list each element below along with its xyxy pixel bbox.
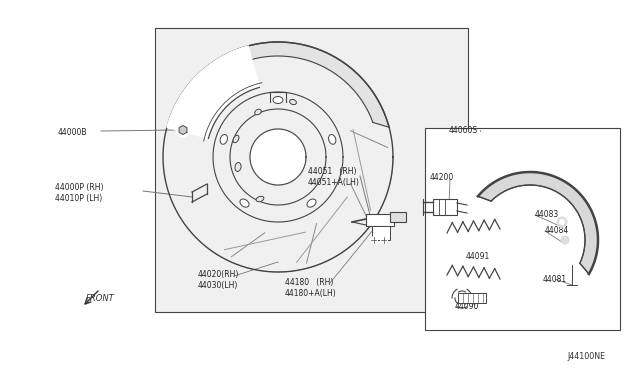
Text: 44020(RH): 44020(RH) <box>198 270 239 279</box>
Text: 44051   (RH): 44051 (RH) <box>308 167 356 176</box>
Text: 44091: 44091 <box>466 252 490 261</box>
Polygon shape <box>179 125 187 135</box>
Bar <box>366 214 394 226</box>
Circle shape <box>176 123 190 137</box>
Text: 44081: 44081 <box>543 275 567 284</box>
Text: J44100NE: J44100NE <box>567 352 605 361</box>
Bar <box>458 293 486 303</box>
Text: 44000B: 44000B <box>58 128 88 137</box>
Text: 44000P (RH): 44000P (RH) <box>55 183 104 192</box>
Bar <box>425 128 620 330</box>
Circle shape <box>559 219 564 224</box>
Circle shape <box>231 110 325 204</box>
Circle shape <box>557 217 567 227</box>
Bar <box>390 212 406 222</box>
Ellipse shape <box>307 199 316 207</box>
Circle shape <box>561 236 569 244</box>
Text: 44051+A(LH): 44051+A(LH) <box>308 178 360 187</box>
Polygon shape <box>478 172 598 274</box>
Text: 44030(LH): 44030(LH) <box>198 281 238 290</box>
Ellipse shape <box>328 135 336 144</box>
Ellipse shape <box>256 196 264 202</box>
Ellipse shape <box>290 99 296 105</box>
Ellipse shape <box>273 96 283 103</box>
Polygon shape <box>167 46 259 138</box>
Ellipse shape <box>240 199 249 207</box>
Circle shape <box>250 129 306 185</box>
Circle shape <box>381 237 387 244</box>
Ellipse shape <box>235 163 241 171</box>
Text: 44010P (LH): 44010P (LH) <box>55 194 102 203</box>
Text: 44060S: 44060S <box>449 126 478 135</box>
Bar <box>433 199 457 215</box>
Polygon shape <box>170 42 389 127</box>
Text: 44084: 44084 <box>545 226 569 235</box>
Text: 44180   (RH): 44180 (RH) <box>285 278 333 287</box>
Text: 44083: 44083 <box>535 210 559 219</box>
Text: 44200: 44200 <box>430 173 454 182</box>
Text: 44090: 44090 <box>455 302 479 311</box>
Circle shape <box>371 237 378 244</box>
Bar <box>155 28 468 312</box>
Ellipse shape <box>255 109 261 115</box>
Ellipse shape <box>233 135 239 143</box>
Ellipse shape <box>220 135 227 144</box>
Text: 44180+A(LH): 44180+A(LH) <box>285 289 337 298</box>
Text: FRONT: FRONT <box>86 294 115 303</box>
Bar <box>372 226 390 240</box>
